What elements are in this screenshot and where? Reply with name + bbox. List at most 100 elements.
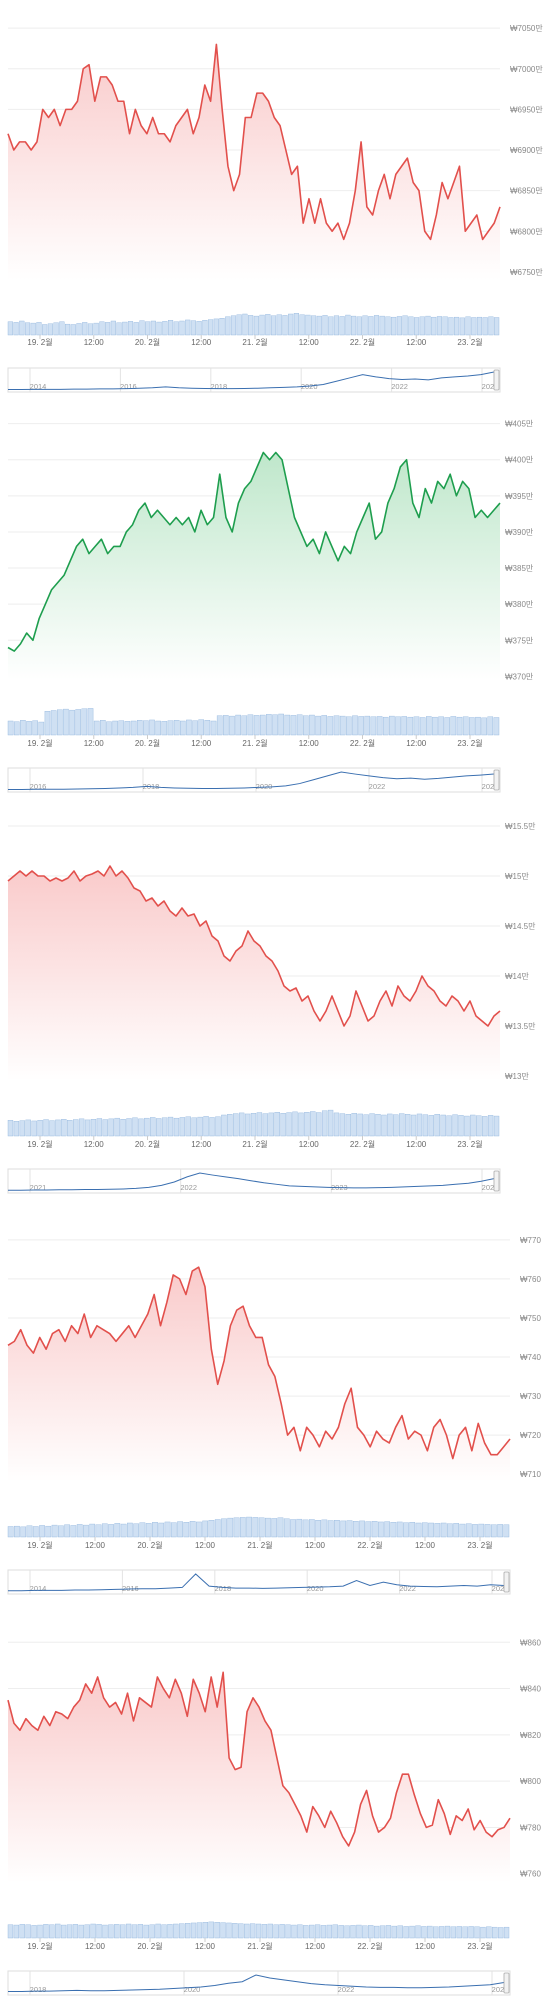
volume-bar <box>250 1113 257 1137</box>
volume-bar <box>253 315 259 336</box>
volume-bar <box>102 1119 108 1137</box>
volume-bar <box>87 323 94 336</box>
volume-bar <box>266 714 272 736</box>
volume-bar <box>428 1115 434 1137</box>
volume-bar <box>320 1925 327 1939</box>
volume-bar <box>440 1114 446 1137</box>
volume-bar <box>221 1114 227 1137</box>
navigator-handle[interactable] <box>493 769 500 791</box>
volume-bar <box>232 1923 238 1939</box>
volume-bar <box>67 1120 73 1137</box>
volume-bar <box>156 321 162 336</box>
volume-bar <box>408 316 414 336</box>
volume-bar <box>450 716 457 736</box>
navigator-series <box>8 1974 505 1992</box>
x-tick-label: 23. 2월 <box>457 1139 482 1149</box>
volume-bar <box>303 715 309 736</box>
volume-bar <box>446 1115 452 1137</box>
x-tick-label: 21. 2월 <box>242 337 267 347</box>
y-tick-label: ₩740 <box>520 1353 541 1362</box>
volume-bar <box>249 1923 256 1939</box>
volume-bar <box>70 1525 77 1538</box>
volume-bar <box>238 1923 244 1939</box>
y-tick-label: ₩6750만 <box>510 268 543 277</box>
volume-bar <box>126 1118 132 1137</box>
volume-bar <box>25 1924 31 1939</box>
x-tick-label: 12:00 <box>195 1541 216 1550</box>
volume-bar <box>70 324 76 336</box>
volume-bar <box>447 1523 453 1538</box>
volume-bar <box>279 1924 285 1939</box>
volume-bar <box>415 1522 422 1538</box>
volume-bar <box>432 716 438 736</box>
volume-bar <box>391 316 397 336</box>
x-tick-label: 19. 2월 <box>27 738 52 748</box>
volume-bar <box>53 322 59 336</box>
volume-bar <box>114 1924 120 1939</box>
volume-bar <box>150 320 156 336</box>
volume-bar <box>239 1517 246 1538</box>
volume-bar <box>96 1924 102 1939</box>
x-tick-label: 21. 2월 <box>242 1139 267 1149</box>
volume-bar <box>139 1522 146 1538</box>
x-tick-label: 22. 2월 <box>357 1540 382 1550</box>
volume-bar <box>274 1112 280 1137</box>
volume-bar <box>358 716 364 736</box>
volume-bar <box>290 715 297 736</box>
volume-bar <box>351 315 357 336</box>
volume-bar <box>183 1522 190 1538</box>
volume-bar <box>42 324 48 336</box>
volume-bar <box>459 317 465 336</box>
x-tick-label: 22. 2월 <box>350 738 375 748</box>
navigator-year-label: 2016 <box>120 382 137 391</box>
volume-bar <box>464 1115 470 1137</box>
volume-bar <box>302 1519 309 1538</box>
volume-bar <box>93 720 100 736</box>
volume-bar <box>396 1521 403 1538</box>
navigator-handle[interactable] <box>503 1571 510 1593</box>
volume-bar <box>484 1524 491 1538</box>
volume-bar <box>475 716 481 736</box>
navigator-handle[interactable] <box>493 1170 500 1192</box>
volume-bar <box>179 720 186 736</box>
volume-bar <box>259 714 266 736</box>
navigator-year-label: 2022 <box>391 382 408 391</box>
volume-bar <box>327 716 334 736</box>
navigator-year-label: 2020 <box>184 1985 201 1994</box>
volume-bar <box>478 1523 485 1538</box>
volume-bar <box>402 315 408 336</box>
volume-bar <box>270 315 277 336</box>
volume-bar <box>13 721 20 736</box>
volume-bar <box>431 316 437 336</box>
volume-bar <box>363 1114 369 1137</box>
volume-bar <box>379 1925 386 1939</box>
volume-bar <box>415 1925 421 1939</box>
volume-bar <box>283 1518 290 1538</box>
volume-bar <box>51 1524 58 1538</box>
volume-bar <box>82 322 88 336</box>
chart-panel-1: ₩7050만 ₩7000만 ₩6950만 ₩6900만 ₩6850만 ₩6800만 ₩675… <box>0 0 550 400</box>
x-tick-label: 12:00 <box>84 739 105 748</box>
volume-bar <box>246 1516 252 1538</box>
navigator-series <box>8 1573 505 1592</box>
volume-bar <box>164 1521 171 1538</box>
y-tick-label: ₩13.5만 <box>505 1022 536 1031</box>
volume-bar <box>390 1522 397 1538</box>
navigator-frame[interactable] <box>7 1970 511 1996</box>
volume-bar <box>227 1517 234 1538</box>
volume-bar <box>459 1523 466 1538</box>
x-tick-label: 12:00 <box>191 1140 212 1149</box>
volume-bar <box>265 314 271 336</box>
volume-bar <box>278 713 284 736</box>
volume-bar <box>265 1517 271 1538</box>
volume-bar <box>14 1525 20 1538</box>
navigator-handle[interactable] <box>503 1972 510 1994</box>
volume-bar <box>333 715 340 736</box>
volume-bar <box>385 1925 392 1939</box>
navigator-handle[interactable] <box>493 369 500 391</box>
volume-bar <box>49 1120 55 1137</box>
x-tick-label: 20. 2월 <box>137 1941 162 1951</box>
volume-bar <box>481 717 487 736</box>
volume-bar <box>31 1120 37 1137</box>
y-tick-label: ₩15.5만 <box>505 822 536 831</box>
